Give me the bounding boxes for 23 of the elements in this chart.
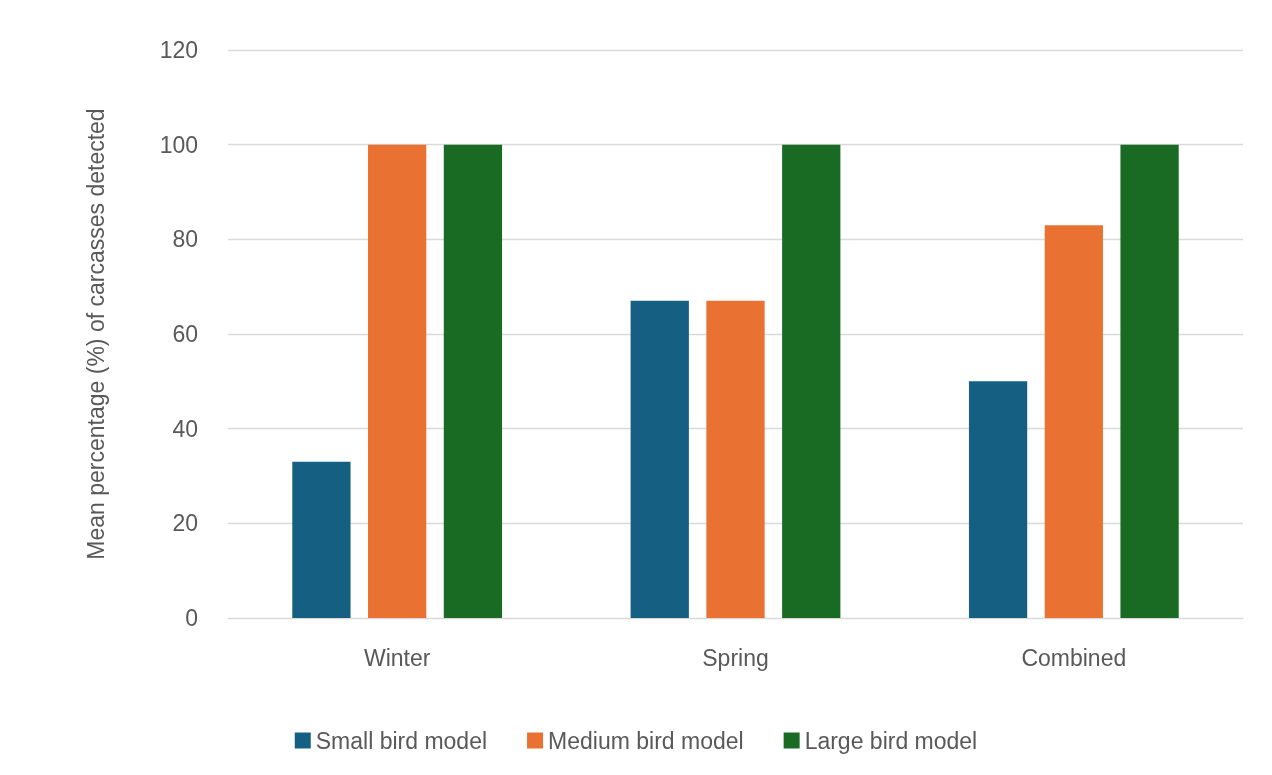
bar [968,381,1028,618]
legend-label: Large bird model [804,727,978,754]
y-axis-title: Mean percentage (%) of carcasses detected [83,108,109,560]
bar [368,144,427,618]
y-tick-label: 100 [159,131,198,158]
y-tick-label: 80 [172,226,198,253]
bar [1044,225,1103,618]
legend-label: Medium bird model [548,727,744,754]
legend-label: Small bird model [315,727,488,754]
y-tick-label: 60 [172,321,198,347]
x-tick-label: Combined [1021,644,1127,671]
bar [443,144,503,618]
bar [292,461,351,618]
bar [782,144,841,618]
x-tick-label: Winter [363,644,431,671]
bar [630,300,689,618]
y-tick-label: 40 [172,415,198,442]
bar [1120,144,1179,618]
y-tick-label: 0 [185,605,198,631]
y-tick-label: 120 [159,37,198,63]
x-tick-label: Spring [702,644,769,671]
bar [706,300,765,618]
y-tick-label: 20 [172,510,198,537]
